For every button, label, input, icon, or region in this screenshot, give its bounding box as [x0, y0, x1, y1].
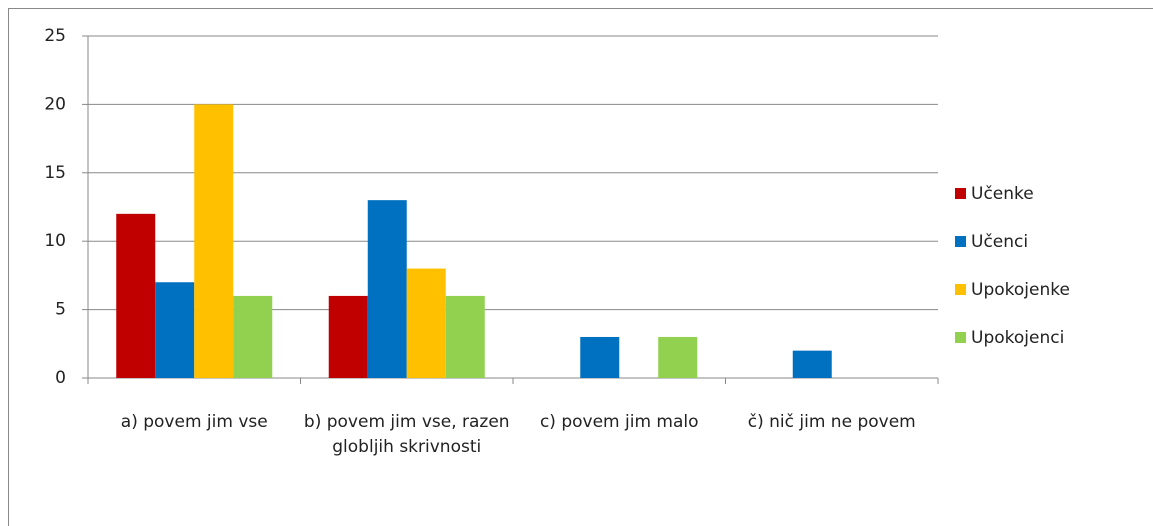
- x-tick-label: b) povem jim vse, razen globljih skrivno…: [303, 412, 510, 457]
- bar: [445, 295, 485, 378]
- bar: [194, 104, 234, 379]
- bar: [367, 200, 407, 378]
- bar: [155, 282, 195, 378]
- bar: [116, 213, 156, 378]
- x-tick-label: a) povem jim vse: [120, 412, 268, 432]
- bar: [233, 295, 273, 378]
- legend-swatch: [955, 284, 966, 295]
- bar: [658, 336, 698, 378]
- bar: [328, 295, 368, 378]
- bar: [792, 350, 832, 378]
- y-tick-label: 10: [44, 231, 66, 251]
- x-tick-label: c) povem jim malo: [539, 412, 699, 432]
- legend-label: Učenci: [971, 232, 1028, 252]
- legend-swatch: [955, 332, 966, 343]
- legend-swatch: [955, 236, 966, 247]
- legend-label: Upokojenke: [971, 280, 1070, 300]
- legend-label: Učenke: [971, 184, 1034, 204]
- bar: [580, 336, 620, 378]
- legend-label: Upokojenci: [971, 328, 1064, 348]
- y-tick-label: 20: [44, 94, 66, 114]
- legend-swatch: [955, 188, 966, 199]
- chart-border: [8, 8, 1153, 526]
- bar: [406, 268, 446, 378]
- y-tick-label: 25: [44, 26, 66, 46]
- y-tick-label: 0: [55, 368, 66, 388]
- y-tick-label: 15: [44, 163, 66, 183]
- x-tick-label: č) nič jim ne povem: [747, 412, 916, 432]
- y-tick-label: 5: [55, 300, 66, 320]
